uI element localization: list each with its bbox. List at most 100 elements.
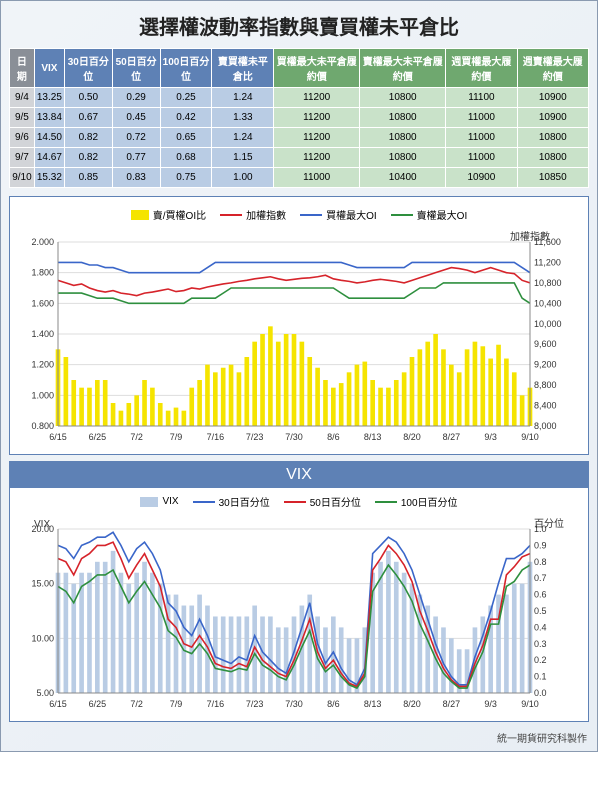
cell-wkCallMax: 11000 [446,108,517,128]
cell-p30: 0.82 [64,148,112,168]
svg-text:8/20: 8/20 [403,432,421,442]
cell-p100: 0.75 [160,168,212,188]
svg-text:5.00: 5.00 [36,688,54,698]
svg-text:9/10: 9/10 [521,699,539,709]
cell-wkPutMax: 10800 [517,148,588,168]
lg2-red: 50日百分位 [310,494,361,509]
chart1-legend: 賣/買權OI比 加權指數 買權最大OI 賣權最大OI [16,207,582,222]
cell-p30: 0.85 [64,168,112,188]
cell-ratio: 1.15 [212,148,274,168]
chart1-box: 賣/買權OI比 加權指數 買權最大OI 賣權最大OI 0.8001.0001.2… [9,196,589,455]
svg-text:8/13: 8/13 [364,432,382,442]
lg-blue: 買權最大OI [326,207,377,222]
cell-callMaxOI: 11200 [274,88,360,108]
cell-p50: 0.29 [112,88,160,108]
svg-text:9/3: 9/3 [484,699,497,709]
svg-text:0.3: 0.3 [534,639,547,649]
svg-text:0.4: 0.4 [534,622,547,632]
table-row: 9/413.250.500.290.251.241120010800111001… [10,88,589,108]
cell-vix: 14.67 [34,148,64,168]
svg-text:6/25: 6/25 [89,699,107,709]
svg-text:8/20: 8/20 [403,699,421,709]
svg-text:0.0: 0.0 [534,688,547,698]
svg-text:VIX: VIX [34,519,50,530]
svg-text:9,600: 9,600 [534,339,557,349]
chart2-box: VIX VIX 30日百分位 50日百分位 100日百分位 5.0010.001… [9,461,589,722]
cell-date: 9/6 [10,128,35,148]
cell-callMaxOI: 11200 [274,108,360,128]
cell-date: 9/5 [10,108,35,128]
svg-text:1.600: 1.600 [31,298,54,308]
svg-text:8,400: 8,400 [534,401,557,411]
cell-putMaxOI: 10800 [360,128,446,148]
page-title: 選擇權波動率指數與賣買權未平倉比 [1,1,597,48]
page: 選擇權波動率指數與賣買權未平倉比 日期 VIX 30日百分位 50日百分位 10… [0,0,598,752]
cell-wkPutMax: 10900 [517,88,588,108]
footer: 統一期貨研究科製作 [1,728,597,751]
svg-text:8/13: 8/13 [364,699,382,709]
svg-text:9/10: 9/10 [521,432,539,442]
cell-p50: 0.77 [112,148,160,168]
cell-wkPutMax: 10900 [517,108,588,128]
svg-text:加權指數: 加權指數 [510,230,550,243]
cell-date: 9/4 [10,88,35,108]
cell-ratio: 1.24 [212,128,274,148]
svg-text:8/6: 8/6 [327,699,340,709]
svg-text:8,000: 8,000 [534,421,557,431]
svg-text:7/30: 7/30 [285,699,303,709]
svg-text:6/15: 6/15 [49,699,67,709]
th-putmaxoi: 賣權最大未平倉履約價 [360,49,446,88]
cell-callMaxOI: 11200 [274,128,360,148]
cell-p100: 0.65 [160,128,212,148]
cell-ratio: 1.24 [212,88,274,108]
svg-text:7/2: 7/2 [130,699,143,709]
svg-text:6/15: 6/15 [49,432,67,442]
svg-text:7/16: 7/16 [207,699,225,709]
svg-text:百分位: 百分位 [534,517,564,530]
svg-text:0.9: 0.9 [534,540,547,550]
lg-red: 加權指數 [246,207,286,222]
chart2-title: VIX [10,462,588,488]
svg-text:1.200: 1.200 [31,360,54,370]
cell-putMaxOI: 10800 [360,88,446,108]
cell-p50: 0.45 [112,108,160,128]
th-ratio: 賣買權未平倉比 [212,49,274,88]
svg-text:10,000: 10,000 [534,319,562,329]
lg-green: 賣權最大OI [417,207,468,222]
lg2-blue: 30日百分位 [219,494,270,509]
svg-text:10,400: 10,400 [534,298,562,308]
svg-text:1.000: 1.000 [31,390,54,400]
table-row: 9/1015.320.850.830.751.00110001040010900… [10,168,589,188]
cell-putMaxOI: 10400 [360,168,446,188]
th-callmaxoi: 買權最大未平倉履約價 [274,49,360,88]
svg-text:7/2: 7/2 [130,432,143,442]
svg-text:0.6: 0.6 [534,590,547,600]
th-date: 日期 [10,49,35,88]
cell-callMaxOI: 11200 [274,148,360,168]
table-header-row: 日期 VIX 30日百分位 50日百分位 100日百分位 賣買權未平倉比 買權最… [10,49,589,88]
cell-p30: 0.67 [64,108,112,128]
chart2-svg: 5.0010.0015.0020.000.00.10.20.30.40.50.6… [16,515,576,715]
th-p100: 100日百分位 [160,49,212,88]
th-wkput: 週賣權最大履約價 [517,49,588,88]
cell-vix: 14.50 [34,128,64,148]
svg-text:7/30: 7/30 [285,432,303,442]
table-row: 9/513.840.670.450.421.331120010800110001… [10,108,589,128]
cell-wkPutMax: 10800 [517,128,588,148]
cell-putMaxOI: 10800 [360,148,446,168]
table-row: 9/614.500.820.720.651.241120010800110001… [10,128,589,148]
svg-text:9,200: 9,200 [534,360,557,370]
svg-text:7/16: 7/16 [207,432,225,442]
chart1-svg: 0.8001.0001.2001.4001.6001.8002.0008,000… [16,228,576,448]
cell-wkPutMax: 10850 [517,168,588,188]
th-p30: 30日百分位 [64,49,112,88]
svg-text:1.400: 1.400 [31,329,54,339]
cell-p100: 0.42 [160,108,212,128]
lg2-bar: VIX [162,496,178,507]
svg-text:11,200: 11,200 [534,257,561,267]
svg-text:8/27: 8/27 [443,699,461,709]
cell-callMaxOI: 11000 [274,168,360,188]
svg-text:1.800: 1.800 [31,268,54,278]
svg-text:7/23: 7/23 [246,432,264,442]
svg-text:7/9: 7/9 [170,699,183,709]
